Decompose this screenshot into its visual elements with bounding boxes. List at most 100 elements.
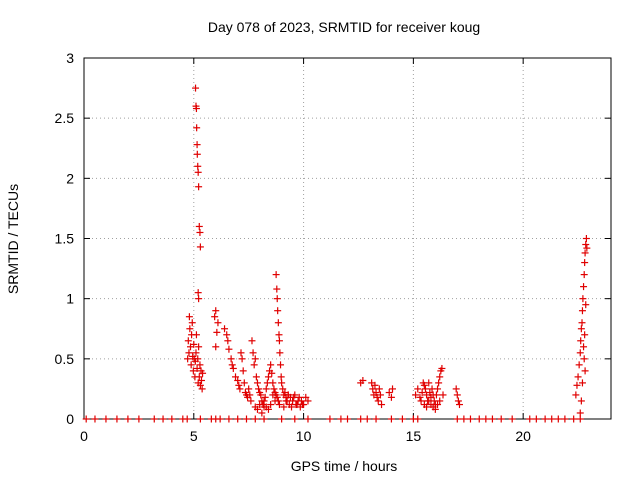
data-point — [371, 381, 379, 389]
data-point — [434, 401, 442, 409]
data-point — [398, 415, 406, 423]
data-point — [274, 319, 282, 327]
data-point — [583, 244, 591, 252]
data-point — [271, 397, 279, 405]
data-point — [193, 150, 201, 158]
data-point — [344, 415, 351, 423]
data-point — [267, 361, 275, 369]
data-point — [576, 349, 584, 357]
data-point — [425, 379, 433, 387]
data-point — [234, 376, 242, 384]
data-point — [187, 361, 195, 369]
data-point — [195, 373, 203, 381]
data-point — [482, 415, 490, 423]
data-point — [196, 415, 204, 423]
y-tick-label: 3 — [66, 50, 74, 66]
data-point — [82, 415, 90, 423]
data-point — [359, 376, 367, 384]
data-point — [417, 397, 425, 405]
data-point — [304, 397, 312, 405]
data-point — [214, 319, 222, 327]
x-tick-label: 0 — [80, 428, 88, 444]
data-point — [423, 403, 431, 411]
data-point — [582, 241, 590, 249]
data-point — [194, 168, 202, 176]
data-point — [274, 307, 282, 315]
data-point — [439, 391, 447, 399]
data-point — [574, 373, 582, 381]
data-point — [238, 355, 246, 363]
data-point — [414, 385, 422, 393]
data-point — [363, 415, 371, 423]
data-point — [196, 381, 204, 389]
data-point — [261, 393, 269, 401]
x-axis: 0 5 10 15 20 — [80, 58, 531, 444]
data-point — [193, 141, 201, 149]
data-point — [189, 367, 197, 375]
data-point — [278, 415, 286, 423]
data-point — [192, 349, 200, 357]
data-point — [188, 319, 196, 327]
data-point — [251, 415, 259, 423]
data-point — [229, 364, 237, 372]
data-point — [277, 361, 285, 369]
data-point — [192, 105, 200, 113]
data-point — [195, 183, 203, 191]
data-point — [460, 415, 468, 423]
data-point — [581, 259, 589, 267]
data-point — [211, 313, 219, 321]
data-point — [196, 361, 204, 369]
data-point — [431, 405, 439, 413]
data-point — [290, 393, 298, 401]
plot-frame — [83, 57, 612, 420]
data-point — [573, 381, 581, 389]
data-point — [242, 415, 250, 423]
data-point — [253, 405, 261, 413]
data-point — [466, 415, 474, 423]
y-tick-label: 1.5 — [55, 231, 75, 247]
y-tick-label: 2 — [66, 170, 74, 186]
data-point — [369, 385, 377, 393]
data-point — [240, 379, 248, 387]
data-point — [260, 397, 268, 405]
data-point — [420, 381, 428, 389]
data-point — [572, 391, 580, 399]
data-point — [184, 355, 192, 363]
data-point — [264, 373, 272, 381]
data-point — [195, 222, 203, 230]
data-point — [576, 409, 584, 417]
data-point — [159, 415, 167, 423]
data-point — [292, 401, 300, 409]
data-point — [438, 364, 446, 372]
data-point — [387, 415, 395, 423]
data-point — [269, 391, 277, 399]
data-point — [372, 415, 380, 423]
data-point — [268, 369, 276, 377]
data-point — [253, 379, 261, 387]
data-point — [257, 391, 265, 399]
data-point — [273, 393, 281, 401]
data-point — [578, 307, 586, 315]
data-point — [282, 397, 290, 405]
data-point — [199, 369, 207, 377]
data-point — [251, 355, 259, 363]
data-point — [425, 397, 433, 405]
data-point — [260, 415, 268, 423]
data-point — [378, 401, 386, 409]
data-point — [192, 331, 200, 339]
y-tick-label: 1 — [66, 291, 74, 307]
data-point — [580, 355, 588, 363]
grid — [84, 58, 611, 419]
data-point — [168, 415, 176, 423]
data-point — [275, 337, 283, 345]
data-point — [288, 403, 296, 411]
data-point — [258, 409, 266, 417]
data-point — [91, 415, 99, 423]
data-point — [488, 415, 496, 423]
data-point — [190, 340, 198, 348]
data-point — [227, 355, 235, 363]
data-point — [267, 401, 275, 409]
data-point — [581, 331, 589, 339]
data-point — [374, 397, 382, 405]
x-tick-label: 20 — [515, 428, 531, 444]
